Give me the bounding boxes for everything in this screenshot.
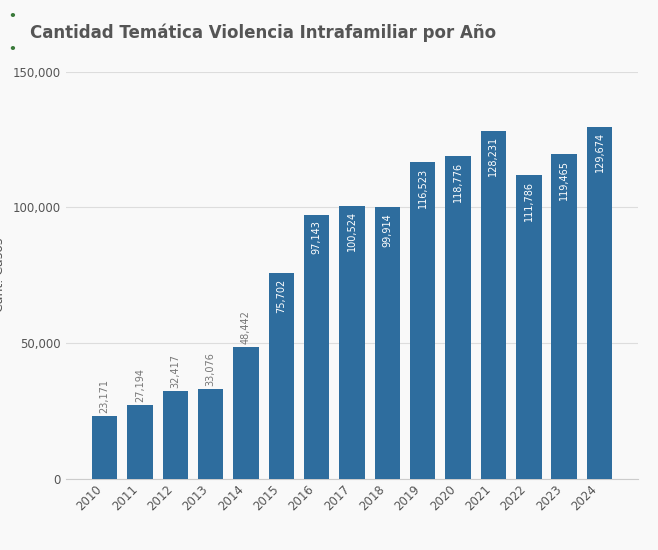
Text: 119,465: 119,465	[559, 160, 569, 200]
Text: 23,171: 23,171	[99, 379, 109, 413]
Bar	[374, 207, 400, 478]
Text: 75,702: 75,702	[276, 278, 286, 313]
Text: 33,076: 33,076	[205, 352, 216, 386]
Text: 48,442: 48,442	[241, 310, 251, 344]
Bar	[340, 206, 365, 478]
Text: Cantidad Temática Violencia Intrafamiliar por Año: Cantidad Temática Violencia Intrafamilia…	[30, 24, 495, 42]
Bar	[198, 389, 223, 478]
Bar	[304, 215, 330, 478]
Bar	[516, 175, 542, 478]
Bar	[587, 126, 612, 478]
Y-axis label: Cant. Casos: Cant. Casos	[0, 238, 6, 312]
Bar	[551, 155, 577, 478]
Text: 128,231: 128,231	[488, 136, 499, 176]
Text: 27,194: 27,194	[135, 368, 145, 402]
Text: 118,776: 118,776	[453, 162, 463, 202]
Bar	[410, 162, 436, 478]
Bar	[233, 347, 259, 478]
Bar	[163, 390, 188, 478]
Bar	[445, 156, 471, 479]
Text: 99,914: 99,914	[382, 213, 392, 246]
Bar	[268, 273, 294, 478]
Text: •: •	[8, 10, 16, 23]
Bar	[127, 405, 153, 478]
Bar	[481, 130, 506, 478]
Text: 97,143: 97,143	[312, 221, 322, 254]
Text: 116,523: 116,523	[418, 168, 428, 208]
Text: 100,524: 100,524	[347, 211, 357, 251]
Text: 111,786: 111,786	[524, 180, 534, 221]
Text: 129,674: 129,674	[595, 132, 605, 172]
Text: 32,417: 32,417	[170, 354, 180, 388]
Bar	[92, 416, 117, 478]
Text: •: •	[8, 43, 16, 56]
